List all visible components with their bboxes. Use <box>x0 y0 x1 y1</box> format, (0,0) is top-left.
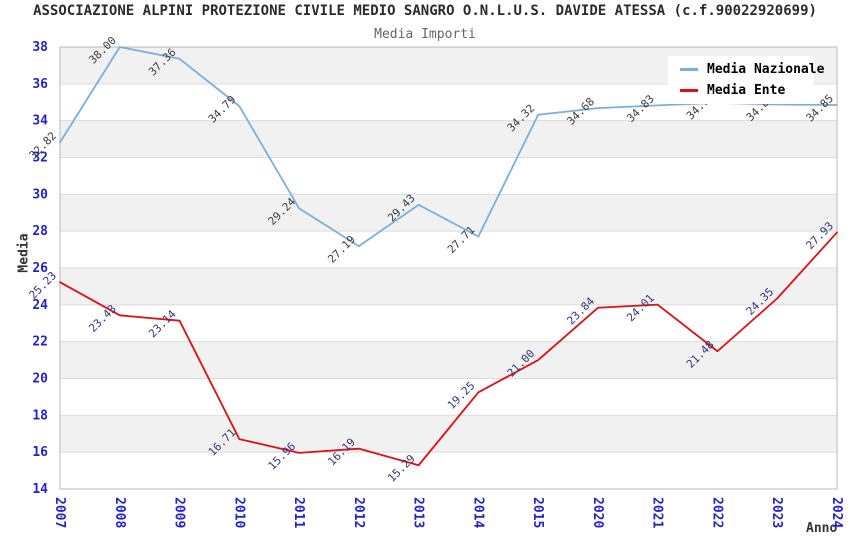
plot-band <box>60 194 837 232</box>
y-tick-label: 28 <box>32 224 48 239</box>
legend: Media Nazionale Media Ente <box>668 56 824 104</box>
y-tick-label: 26 <box>32 261 48 276</box>
plot-band <box>60 415 837 453</box>
legend-label-media-ente: Media Ente <box>707 83 786 98</box>
x-tick-label: 2007 <box>52 497 67 528</box>
x-tick-label: 2010 <box>231 497 246 528</box>
plot-band <box>60 120 837 158</box>
plot-band <box>60 341 837 379</box>
x-tick-label: 2024 <box>829 497 844 528</box>
x-tick-label: 2012 <box>351 497 366 528</box>
series-line <box>59 231 838 467</box>
x-tick-label: 2023 <box>769 497 784 528</box>
x-tick-label: 2014 <box>470 497 485 528</box>
y-tick-label: 16 <box>32 445 48 460</box>
plot-band <box>60 231 837 268</box>
y-tick-label: 36 <box>32 77 48 92</box>
x-axis-title: Anno <box>806 521 838 536</box>
x-tick-label: 2008 <box>112 497 127 528</box>
legend-item-media-nazionale: Media Nazionale <box>680 62 824 77</box>
y-tick-label: 34 <box>32 114 48 129</box>
plot-band <box>60 157 837 195</box>
x-tick-label: 2015 <box>530 497 545 528</box>
y-tick-label: 38 <box>32 40 48 55</box>
y-tick-label: 30 <box>32 187 48 202</box>
y-tick-label: 32 <box>32 151 48 166</box>
plot-band <box>60 268 837 305</box>
y-tick-label: 24 <box>32 298 48 313</box>
x-tick-label: 2020 <box>590 497 605 528</box>
plot-band <box>60 304 837 342</box>
plot-border <box>59 46 838 490</box>
plot-band <box>60 378 837 416</box>
x-tick-label: 2009 <box>172 497 187 528</box>
chart-subtitle: Media Importi <box>374 27 476 42</box>
chart-title: ASSOCIAZIONE ALPINI PROTEZIONE CIVILE ME… <box>33 3 817 19</box>
y-tick-label: 18 <box>32 408 48 423</box>
y-tick-label: 22 <box>32 335 48 350</box>
media-ente-line-swatch-icon <box>680 89 698 92</box>
x-tick-label: 2021 <box>650 497 665 528</box>
media-nazionale-line-swatch-icon <box>680 68 698 71</box>
legend-label-media-nazionale: Media Nazionale <box>707 62 825 77</box>
y-tick-label: 20 <box>32 372 48 387</box>
x-tick-label: 2011 <box>291 497 306 528</box>
y-tick-label: 14 <box>32 482 48 497</box>
x-tick-label: 2022 <box>709 497 724 528</box>
plot-band <box>60 452 837 489</box>
legend-item-media-ente: Media Ente <box>680 83 814 98</box>
x-tick-label: 2013 <box>411 497 426 528</box>
